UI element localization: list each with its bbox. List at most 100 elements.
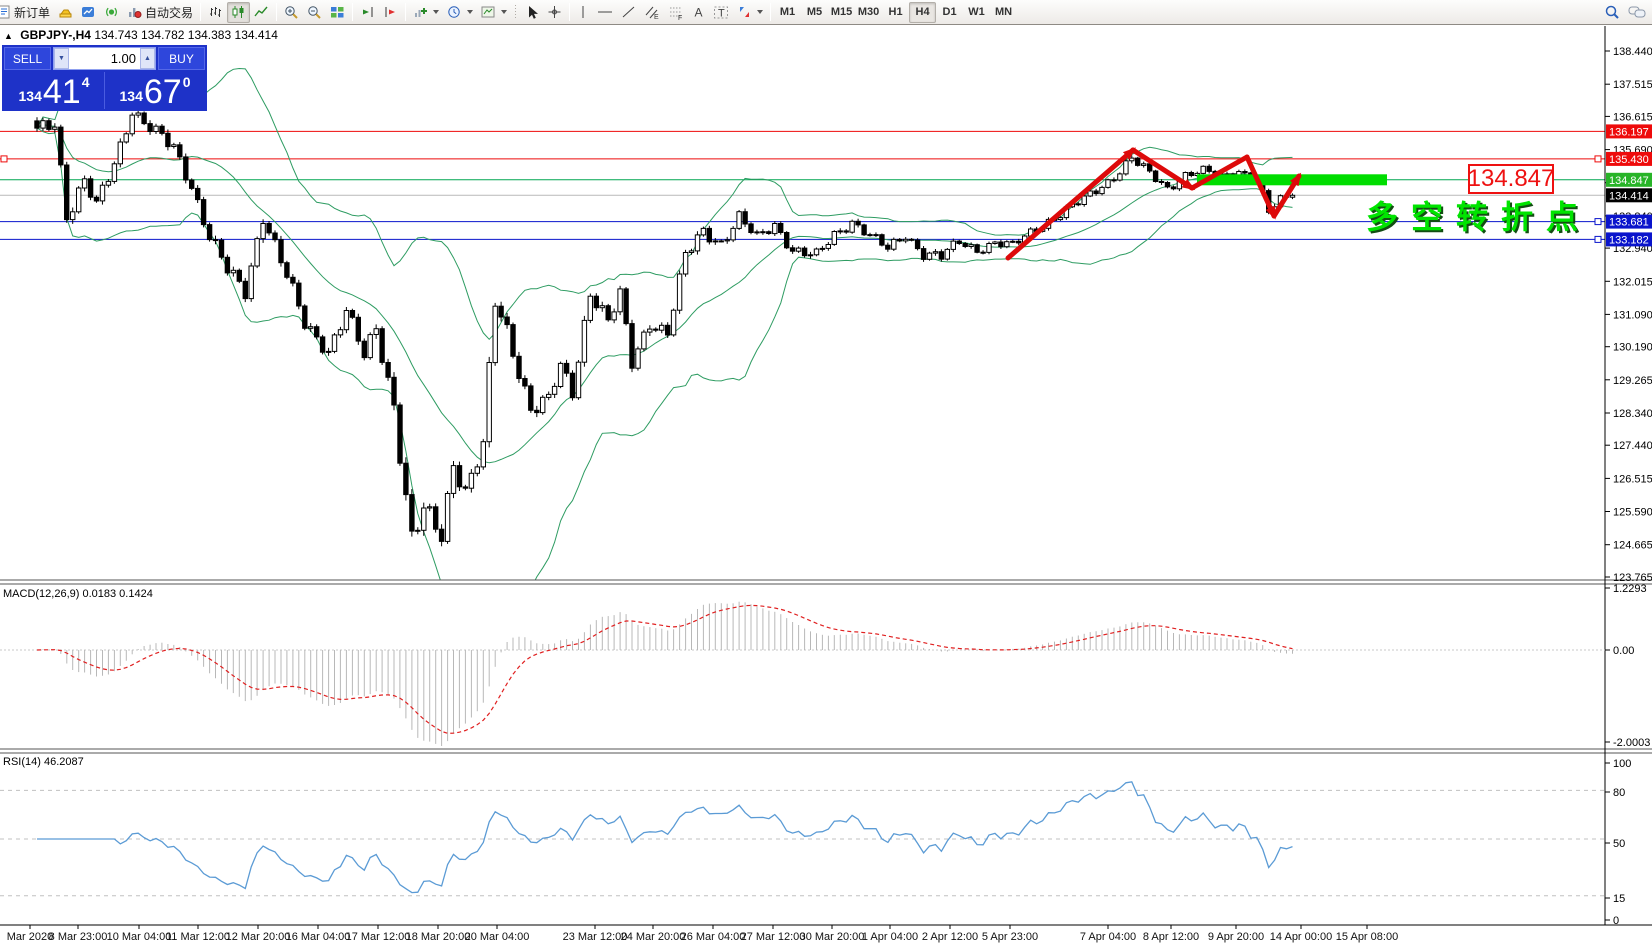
toolbar-drag-handle[interactable] [514,4,519,20]
time-axis-label[interactable]: 2 Apr 12:00 [922,931,978,943]
line-endpoint-handle[interactable] [1594,155,1602,163]
cursor-button[interactable] [521,2,543,23]
auto-scroll-button[interactable] [356,2,379,23]
trend-zigzag-arrow[interactable] [1130,147,1196,191]
bar-chart-button[interactable] [204,2,227,23]
time-axis-label[interactable]: 23 Mar 12:00 [563,931,628,943]
fibonacci-button[interactable]: F [664,2,688,23]
price-tick-label: 128.340 [1613,408,1652,420]
gold-bar-icon [59,9,72,18]
time-axis-label[interactable]: 1 Apr 04:00 [862,931,918,943]
search-button[interactable] [1600,2,1624,23]
text-button[interactable]: A [688,2,709,23]
chart-shift-button[interactable] [379,2,402,23]
timeframe-button-D1[interactable]: D1 [942,6,957,18]
timeframe-button-W1[interactable]: W1 [968,6,985,18]
trend-zigzag-arrow[interactable] [1189,154,1250,191]
sell-button[interactable]: SELL [4,47,51,70]
line-endpoint-handle[interactable] [0,155,8,163]
price-tick-label: 137.515 [1613,79,1652,91]
indicators-button[interactable] [409,2,443,23]
time-axis-label[interactable]: 20 Mar 04:00 [465,931,530,943]
candle-body [587,295,593,321]
trend-zigzag-arrow[interactable] [1244,154,1277,220]
line-endpoint-handle[interactable] [1594,235,1602,243]
time-axis-label[interactable]: 24 Mar 20:00 [621,931,686,943]
candle-body [641,331,647,350]
price-callout-label[interactable]: 134.847 [1467,164,1555,194]
crosshair-icon [548,6,561,18]
time-axis-label[interactable]: 11 Mar 12:00 [166,931,230,943]
line-chart-button[interactable] [250,2,273,23]
candle-body [444,493,451,542]
vertical-line-button[interactable] [573,2,593,23]
text-label-button[interactable]: T [709,2,733,23]
deposit-button[interactable] [54,2,77,23]
toolbar-separator [200,3,202,21]
time-axis-label[interactable]: 18 Mar 20:00 [406,931,471,943]
tile-windows-button[interactable] [326,2,349,23]
crosshair-button[interactable] [543,2,566,23]
time-axis-label[interactable]: 12 Mar 20:00 [226,931,291,943]
timeframe-button-M15[interactable]: M15 [830,6,853,18]
time-axis-label[interactable]: 10 Mar 04:00 [107,931,172,943]
timeframe-button-H1[interactable]: H1 [888,6,903,18]
candle-body [343,310,350,331]
time-axis-label[interactable]: 15 Apr 08:00 [1336,931,1398,943]
timeframe-button-M1[interactable]: M1 [779,6,796,18]
new-order-button[interactable]: 新订单 [0,2,54,23]
time-axis-label[interactable]: 27 Mar 12:00 [741,931,806,943]
candle-body [819,247,826,250]
autotrading-button[interactable]: 自动交易 [123,2,197,23]
zoom-out-button[interactable] [303,2,326,23]
symbol-info-bar[interactable]: ▲ GBPJPY-,H4 134.743 134.782 134.383 134… [4,28,278,42]
time-axis-label[interactable]: 30 Mar 20:00 [800,931,865,943]
time-axis-label[interactable]: 14 Apr 00:00 [1270,931,1332,943]
time-axis-label[interactable]: 8 Mar 23:00 [49,931,108,943]
time-axis-label[interactable]: 26 Mar 04:00 [681,931,746,943]
equidistant-channel-button[interactable]: E [640,2,664,23]
trendline-button[interactable] [617,2,640,23]
buy-price-big: 67 [143,73,182,111]
price-badge-label: 133.182 [1609,234,1649,246]
time-axis-label[interactable]: 5 Apr 23:00 [982,931,1038,943]
buy-price[interactable]: 134 67 0 [105,72,205,109]
candle-body [635,348,641,369]
time-axis-label[interactable]: 16 Mar 04:00 [286,931,351,943]
cursor-icon [529,5,539,19]
price-tick-label: 124.665 [1613,540,1652,552]
timeframe-button-H4[interactable]: H4 [909,1,937,23]
volume-decrease-button[interactable]: ▼ [54,48,69,69]
publish-chart-button[interactable] [77,2,100,23]
time-axis-label[interactable]: Mar 2020 [7,931,53,943]
arrows-button[interactable] [733,2,767,23]
candlestick-chart-button[interactable] [227,1,251,23]
horizontal-line-button[interactable] [593,2,617,23]
templates-button[interactable] [477,2,511,23]
time-axis-label[interactable]: 8 Apr 12:00 [1143,931,1199,943]
candle-body [950,240,956,250]
timeframe-button-M30[interactable]: M30 [857,6,880,18]
time-axis-label[interactable]: 17 Mar 12:00 [346,931,411,943]
timeframe-button-MN[interactable]: MN [994,6,1013,18]
sell-price[interactable]: 134 41 4 [4,72,105,109]
one-click-trading-panel: SELL ▼ ▲ BUY 134 41 4 134 67 0 [2,45,207,111]
time-axis-label[interactable]: 9 Apr 20:00 [1208,931,1264,943]
zoom-in-button[interactable] [280,2,303,23]
signals-button[interactable] [100,2,123,23]
line-endpoint-handle[interactable] [1594,218,1602,226]
turning-point-annotation[interactable]: 多空转折点 [1366,199,1592,235]
periods-button[interactable] [443,2,477,23]
trend-zigzag-arrow[interactable] [1271,172,1302,219]
candle-body [319,336,326,353]
volume-increase-button[interactable]: ▲ [140,48,155,69]
buy-button[interactable]: BUY [158,47,205,70]
candle-body [159,125,165,134]
trend-zigzag-arrow[interactable] [1005,147,1137,261]
timeframe-button-M5[interactable]: M5 [806,6,823,18]
candle-body [200,199,207,226]
chat-button[interactable] [1624,2,1650,23]
time-axis-label[interactable]: 7 Apr 04:00 [1080,931,1136,943]
volume-input[interactable] [69,48,140,69]
